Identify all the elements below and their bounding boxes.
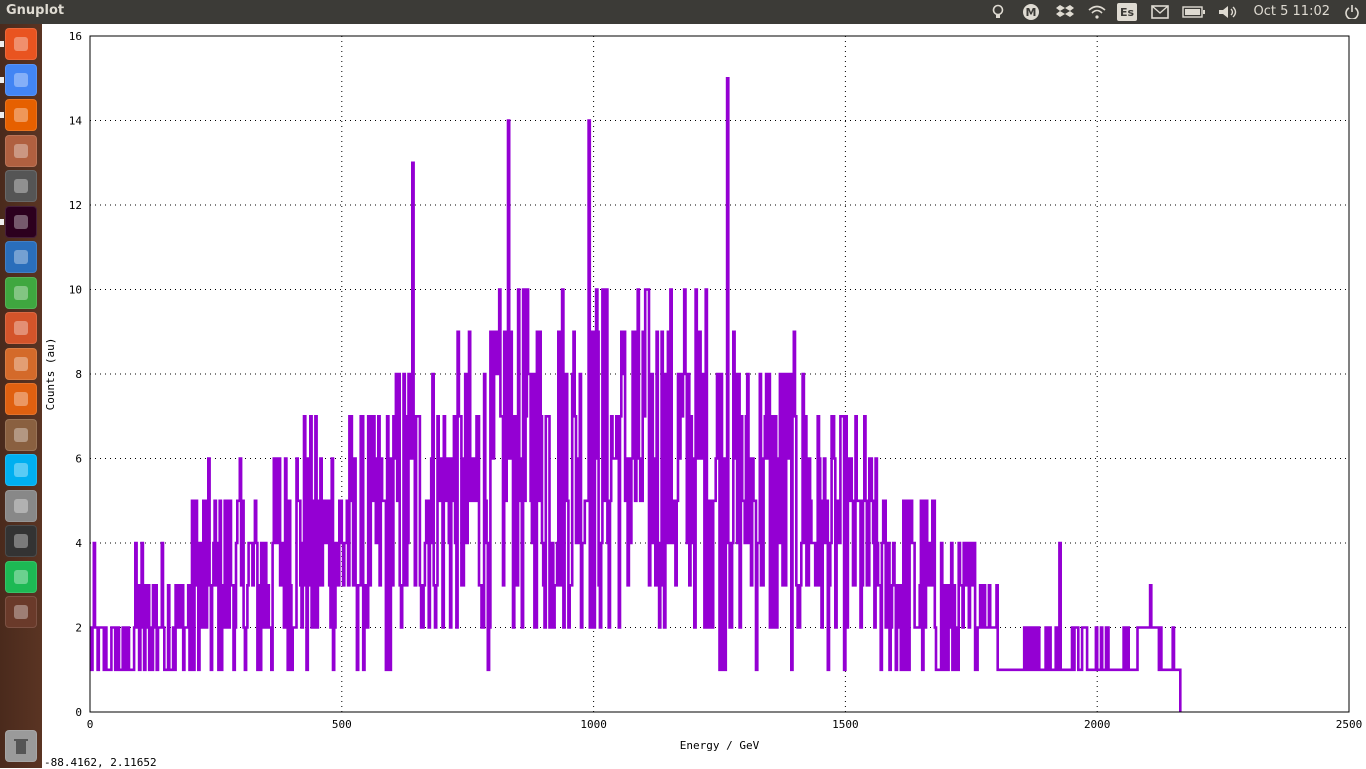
x-tick-label: 1000	[580, 718, 607, 731]
running-indicator	[0, 218, 4, 225]
software-center-icon[interactable]	[5, 383, 37, 415]
y-tick-label: 10	[69, 284, 82, 297]
y-tick-label: 8	[75, 368, 82, 381]
firefox-icon[interactable]	[5, 99, 37, 131]
inkscape-icon[interactable]	[5, 418, 37, 451]
running-indicator	[0, 41, 4, 47]
lightbulb-icon[interactable]	[988, 3, 1008, 21]
y-tick-label: 0	[75, 706, 82, 719]
y-tick-label: 4	[75, 537, 82, 550]
dropbox-icon[interactable]	[1054, 3, 1076, 21]
wifi-icon[interactable]	[1086, 3, 1108, 21]
y-tick-label: 6	[75, 453, 82, 466]
terminal-icon[interactable]	[5, 205, 37, 238]
running-indicator	[0, 112, 4, 118]
ubuntu-dash-icon[interactable]	[5, 28, 37, 60]
libreoffice-calc-icon[interactable]	[5, 276, 37, 309]
plot-frame	[89, 35, 1350, 713]
running-indicator	[0, 76, 4, 83]
window-title: Gnuplot	[6, 3, 65, 18]
libreoffice-writer-icon[interactable]	[5, 241, 37, 273]
mail-icon[interactable]	[1149, 3, 1171, 21]
power-icon[interactable]	[1342, 3, 1362, 21]
y-tick-label: 2	[75, 622, 82, 635]
histogram-line	[90, 77, 1182, 712]
x-tick-label: 500	[332, 718, 352, 731]
file-manager-icon[interactable]	[5, 134, 37, 167]
clock[interactable]: Oct 5 11:02	[1253, 4, 1330, 19]
top-panel: Gnuplot M Es Oct 5 11:02	[0, 0, 1366, 24]
m-icon[interactable]: M	[1020, 3, 1042, 21]
libreoffice-impress-icon[interactable]	[5, 347, 37, 380]
keyboard-layout-indicator[interactable]: Es	[1117, 3, 1137, 21]
y-tick-label: 12	[69, 199, 82, 212]
y-tick-label: 14	[69, 115, 83, 128]
y-tick-label: 16	[69, 30, 82, 43]
trash-icon[interactable]	[5, 730, 37, 762]
workspace-switcher-icon[interactable]	[5, 596, 37, 628]
calculator-icon[interactable]	[5, 170, 37, 202]
x-tick-label: 0	[87, 718, 94, 731]
x-tick-label: 2500	[1336, 718, 1363, 731]
volume-icon[interactable]	[1216, 3, 1240, 21]
status-coordinates: -88.4162, 2.11652	[44, 756, 157, 769]
skype-icon[interactable]	[5, 454, 37, 486]
axis-ticks: 0 2 4 6 8 10 12 14 16 0 500 1000 1500 2000 2500	[69, 30, 1363, 731]
keyboard-layout-label: Es	[1119, 5, 1135, 19]
x-tick-label: 2000	[1084, 718, 1111, 731]
x-axis-label: Energy / GeV	[680, 739, 760, 752]
spotify-icon[interactable]	[5, 560, 37, 593]
launcher	[0, 24, 42, 768]
plot-canvas[interactable]: 0 2 4 6 8 10 12 14 16 0 500 1000 1500 2000 2500 Energy…	[42, 24, 1366, 756]
x-tick-label: 1500	[832, 718, 859, 731]
battery-icon[interactable]	[1181, 3, 1207, 21]
help-icon[interactable]	[5, 489, 37, 522]
y-axis-label: Counts (au)	[44, 338, 57, 411]
chrome-icon[interactable]	[5, 63, 37, 96]
svg-text:M: M	[1026, 6, 1037, 19]
system-settings-icon[interactable]	[5, 312, 37, 344]
gear-app-icon[interactable]	[5, 525, 37, 557]
